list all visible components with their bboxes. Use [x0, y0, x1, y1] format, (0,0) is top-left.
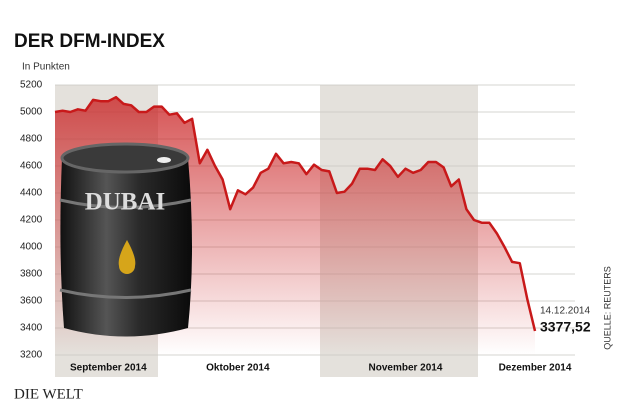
line	[54, 95, 537, 332]
x-tick-label: Dezember 2014	[499, 363, 572, 374]
barrel: DUBAI	[59, 142, 193, 337]
publisher: DIE WELT	[14, 386, 83, 402]
y-tick-label: 3400	[20, 323, 43, 334]
x-tick-label: Oktober 2014	[206, 363, 270, 374]
x-tick-label: September 2014	[70, 363, 147, 374]
y-tick-label: 4800	[20, 134, 43, 145]
barrel-cap	[157, 157, 171, 163]
y-tick-label: 5200	[20, 80, 43, 91]
y-tick-label: 3200	[20, 350, 43, 361]
chart-title: DER DFM-INDEX	[14, 31, 165, 52]
oil-drop	[118, 240, 136, 274]
y-tick-label: 4200	[20, 215, 43, 226]
y-tick-label: 3800	[20, 269, 43, 280]
y-tick-label: 4400	[20, 188, 43, 199]
y-tick-label: 4000	[20, 242, 43, 253]
y-tick-label: 3600	[20, 296, 43, 307]
annotation-value: 3377,52	[540, 319, 591, 335]
x-tick-label: November 2014	[369, 363, 443, 374]
y-tick-label: 5000	[20, 107, 43, 118]
source: QUELLE: REUTERS	[602, 266, 612, 350]
barrel-top	[60, 142, 190, 174]
annotation-date: 14.12.2014	[540, 306, 590, 317]
barrel-label: DUBAI	[85, 189, 166, 216]
subtitle: In Punkten	[22, 62, 70, 73]
barrel-ring	[59, 198, 192, 209]
y-tick-label: 4600	[20, 161, 43, 172]
barrel-ring	[59, 288, 192, 299]
